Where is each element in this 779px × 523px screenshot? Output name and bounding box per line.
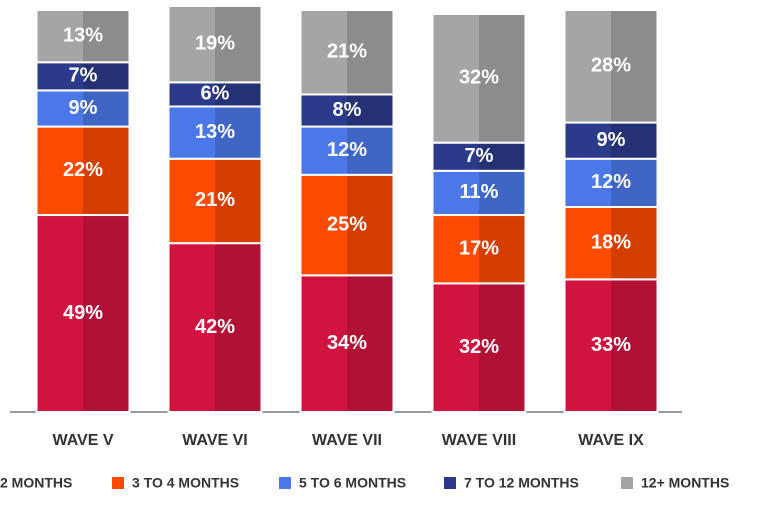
bar-shade (83, 91, 129, 126)
data-label: 32% (459, 67, 499, 89)
data-label: 7% (465, 145, 494, 167)
bar-segment (431, 214, 527, 285)
data-label: 28% (591, 55, 631, 77)
data-label: 13% (195, 121, 235, 143)
data-label: 49% (63, 302, 103, 324)
bar-segment (431, 13, 527, 144)
bar-shade (347, 127, 393, 174)
bar-segment (563, 121, 659, 160)
bar-segment (35, 61, 131, 92)
bar-shade (611, 159, 657, 206)
legend-label: 2 MONTHS (0, 475, 72, 491)
bar-shade (215, 83, 261, 106)
bar-shade (479, 143, 525, 170)
bar-shade (611, 123, 657, 158)
data-label: 21% (195, 189, 235, 211)
bar-segment (299, 9, 395, 96)
data-label: 42% (195, 316, 235, 338)
data-label: 32% (459, 336, 499, 358)
bar-shade (479, 216, 525, 283)
bar-shade (215, 6, 261, 82)
bar-shade (479, 15, 525, 142)
bar-shade (611, 207, 657, 279)
data-label: 34% (327, 332, 367, 354)
legend-swatch (112, 477, 124, 489)
data-label: 6% (201, 83, 230, 105)
bar-segment (167, 242, 263, 413)
bar-shade (83, 216, 129, 411)
data-label: 19% (195, 32, 235, 54)
bar-segment (563, 157, 659, 208)
bar-shade (83, 127, 129, 215)
data-label: 17% (459, 237, 499, 259)
legend-label: 7 TO 12 MONTHS (464, 475, 579, 491)
bar-shade (611, 11, 657, 122)
data-label: 13% (63, 24, 103, 46)
bar-shade (479, 284, 525, 411)
legend-label: 3 TO 4 MONTHS (132, 475, 239, 491)
bar-shade (347, 11, 393, 94)
bar-shade (215, 244, 261, 411)
bar-shade (347, 95, 393, 126)
legend-label: 5 TO 6 MONTHS (299, 475, 406, 491)
x-tick-label: WAVE IX (578, 432, 644, 449)
data-label: 25% (327, 213, 367, 235)
legend-swatch (621, 477, 633, 489)
data-label: 18% (591, 231, 631, 253)
legend-swatch (444, 477, 456, 489)
data-label: 9% (597, 129, 626, 151)
bar-shade (611, 280, 657, 411)
bar-shade (347, 175, 393, 275)
bar-shade (479, 171, 525, 215)
bar-shade (83, 63, 129, 90)
data-label: 11% (460, 181, 499, 203)
bar-segment (299, 93, 395, 128)
data-label: 22% (63, 159, 103, 181)
bar-segment (167, 4, 263, 84)
x-tick-label: WAVE V (52, 432, 113, 449)
bar-shade (347, 276, 393, 411)
data-label: 12% (591, 171, 631, 193)
data-label: 8% (333, 99, 362, 121)
x-tick-label: WAVE VII (312, 432, 382, 449)
legend-label: 12+ MONTHS (641, 475, 729, 491)
bar-shade (215, 159, 261, 243)
legend-swatch (279, 477, 291, 489)
x-tick-label: WAVE VIII (442, 432, 516, 449)
x-tick-label: WAVE VI (182, 432, 248, 449)
data-label: 9% (69, 97, 98, 119)
bar-segment (563, 9, 659, 124)
data-label: 21% (327, 40, 367, 62)
bar-segment (35, 214, 131, 413)
bar-segment (563, 278, 659, 413)
bar-segment (35, 89, 131, 128)
bar-segment (299, 125, 395, 176)
bar-segment (431, 169, 527, 217)
bar-segment (167, 157, 263, 245)
bar-segment (167, 81, 263, 108)
bar-shade (215, 107, 261, 158)
bar-segment (35, 125, 131, 217)
data-label: 33% (591, 334, 631, 356)
bar-shade (83, 11, 129, 62)
bar-segment (35, 9, 131, 64)
bar-segment (431, 141, 527, 172)
data-label: 7% (69, 65, 98, 87)
data-label: 12% (327, 139, 367, 161)
